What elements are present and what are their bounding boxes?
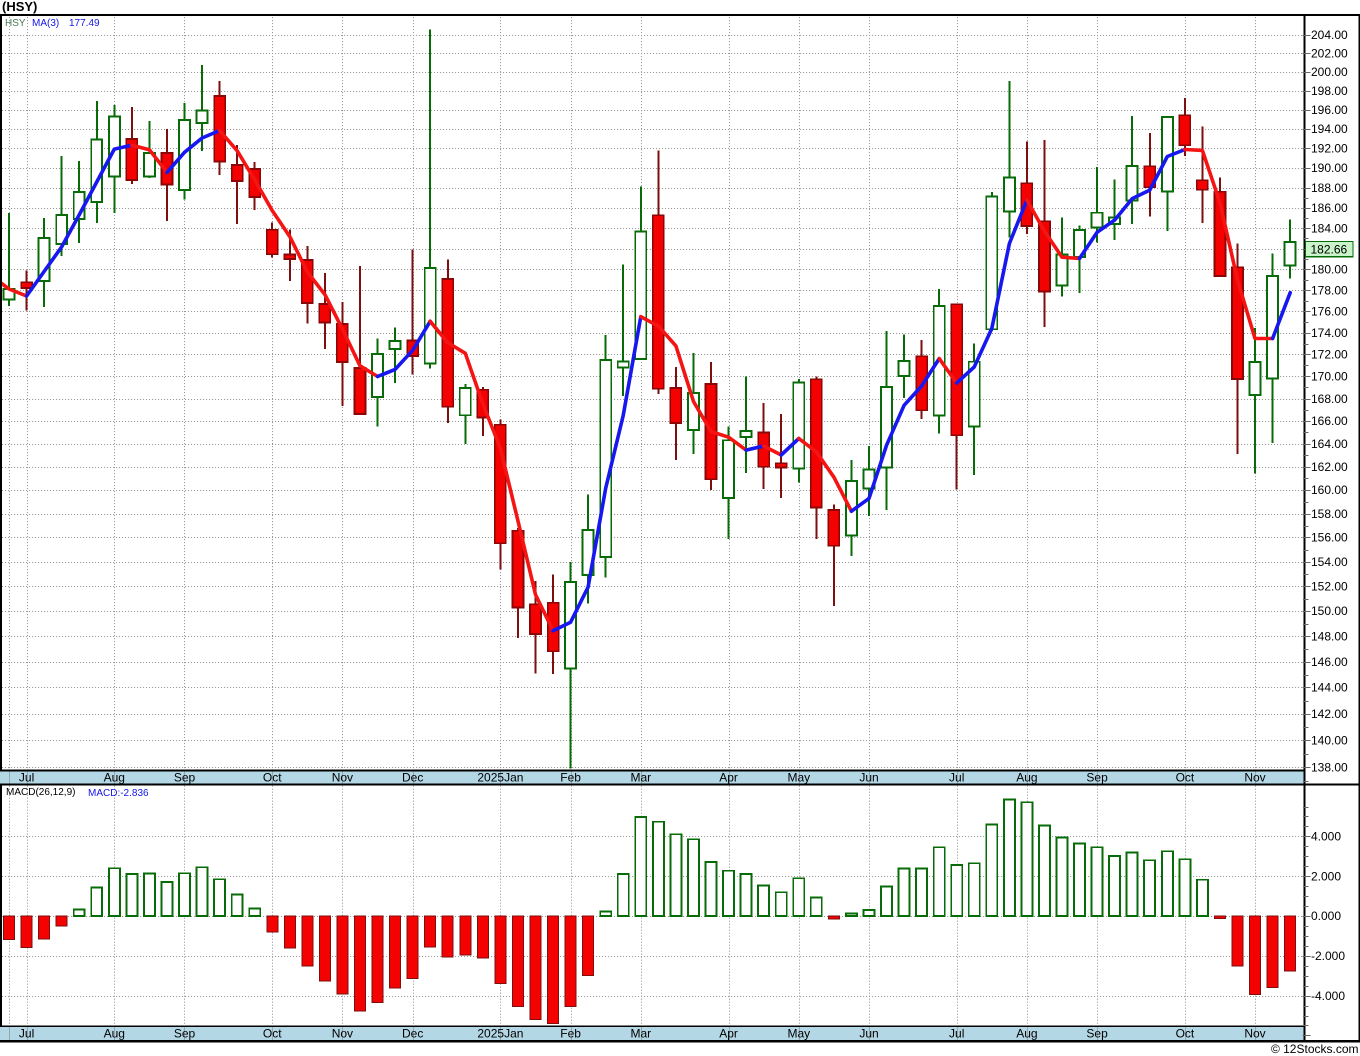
svg-text:-4.000: -4.000 [1311,989,1345,1003]
svg-text:164.00: 164.00 [1311,437,1348,451]
svg-text:204.00: 204.00 [1311,28,1348,42]
svg-text:Jun: Jun [859,771,878,785]
svg-text:170.00: 170.00 [1311,370,1348,384]
svg-text:196.00: 196.00 [1311,103,1348,117]
svg-text:Sep: Sep [1086,771,1108,785]
svg-text:Aug: Aug [1016,771,1037,785]
svg-text:Apr: Apr [719,771,738,785]
svg-text:146.00: 146.00 [1311,655,1348,669]
svg-text:Dec: Dec [402,1027,423,1041]
svg-text:Nov: Nov [332,1027,353,1041]
svg-text:192.00: 192.00 [1311,142,1348,156]
svg-text:Oct: Oct [263,1027,282,1041]
svg-text:148.00: 148.00 [1311,629,1348,643]
svg-text:Sep: Sep [1086,1027,1108,1041]
svg-text:172.00: 172.00 [1311,348,1348,362]
svg-text:168.00: 168.00 [1311,392,1348,406]
svg-text:Oct: Oct [1176,1027,1195,1041]
svg-text:190.00: 190.00 [1311,161,1348,175]
svg-text:Sep: Sep [174,1027,196,1041]
svg-text:© 12Stocks.com: © 12Stocks.com [1271,1042,1359,1056]
svg-text:144.00: 144.00 [1311,681,1348,695]
svg-text:200.00: 200.00 [1311,65,1348,79]
svg-text:2025Jan: 2025Jan [477,771,523,785]
svg-text:177.49: 177.49 [69,18,100,29]
svg-text:160.00: 160.00 [1311,483,1348,497]
svg-text:Feb: Feb [560,771,581,785]
svg-text:Aug: Aug [1016,1027,1037,1041]
svg-text:178.00: 178.00 [1311,283,1348,297]
svg-text:Sep: Sep [174,771,196,785]
svg-text:Aug: Aug [104,771,125,785]
svg-text:Jun: Jun [859,1027,878,1041]
svg-text:MACD(26,12,9): MACD(26,12,9) [6,787,75,798]
svg-text:138.00: 138.00 [1311,761,1348,775]
svg-text:188.00: 188.00 [1311,181,1348,195]
svg-text:2025Jan: 2025Jan [477,1027,523,1041]
svg-text:4.000: 4.000 [1311,830,1341,844]
svg-text:Nov: Nov [1244,1027,1265,1041]
svg-text:Mar: Mar [630,771,651,785]
svg-text:Nov: Nov [1244,771,1265,785]
svg-text:182.66: 182.66 [1311,242,1348,256]
svg-text:(HSY): (HSY) [2,0,37,14]
svg-text:Dec: Dec [402,771,423,785]
svg-text:142.00: 142.00 [1311,707,1348,721]
svg-text:0.000: 0.000 [1311,909,1341,923]
svg-text:176.00: 176.00 [1311,305,1348,319]
svg-text:Mar: Mar [630,1027,651,1041]
svg-text:Oct: Oct [263,771,282,785]
svg-text:184.00: 184.00 [1311,221,1348,235]
svg-text:May: May [787,771,810,785]
svg-text:180.00: 180.00 [1311,263,1348,277]
svg-text:202.00: 202.00 [1311,46,1348,60]
svg-text:2.000: 2.000 [1311,869,1341,883]
svg-text:140.00: 140.00 [1311,734,1348,748]
svg-text:186.00: 186.00 [1311,201,1348,215]
svg-text:166.00: 166.00 [1311,414,1348,428]
svg-text:-2.000: -2.000 [1311,949,1345,963]
svg-text:162.00: 162.00 [1311,460,1348,474]
svg-text:Nov: Nov [332,771,353,785]
svg-text:Oct: Oct [1176,771,1195,785]
svg-text:194.00: 194.00 [1311,122,1348,136]
svg-text:Jul: Jul [949,1027,964,1041]
svg-text:MA(3): MA(3) [32,18,59,29]
svg-text:Jul: Jul [949,771,964,785]
svg-text:Apr: Apr [719,1027,738,1041]
svg-text:Aug: Aug [104,1027,125,1041]
svg-text:HSY: HSY [5,18,26,29]
svg-text:Jul: Jul [19,771,34,785]
svg-text:Feb: Feb [560,1027,581,1041]
svg-text:152.00: 152.00 [1311,579,1348,593]
svg-text:158.00: 158.00 [1311,507,1348,521]
svg-text:198.00: 198.00 [1311,84,1348,98]
svg-text:MACD:-2.836: MACD:-2.836 [88,788,149,799]
svg-text:May: May [787,1027,810,1041]
svg-text:174.00: 174.00 [1311,326,1348,340]
svg-text:154.00: 154.00 [1311,555,1348,569]
svg-text:Jul: Jul [19,1027,34,1041]
svg-text:150.00: 150.00 [1311,604,1348,618]
svg-text:156.00: 156.00 [1311,531,1348,545]
